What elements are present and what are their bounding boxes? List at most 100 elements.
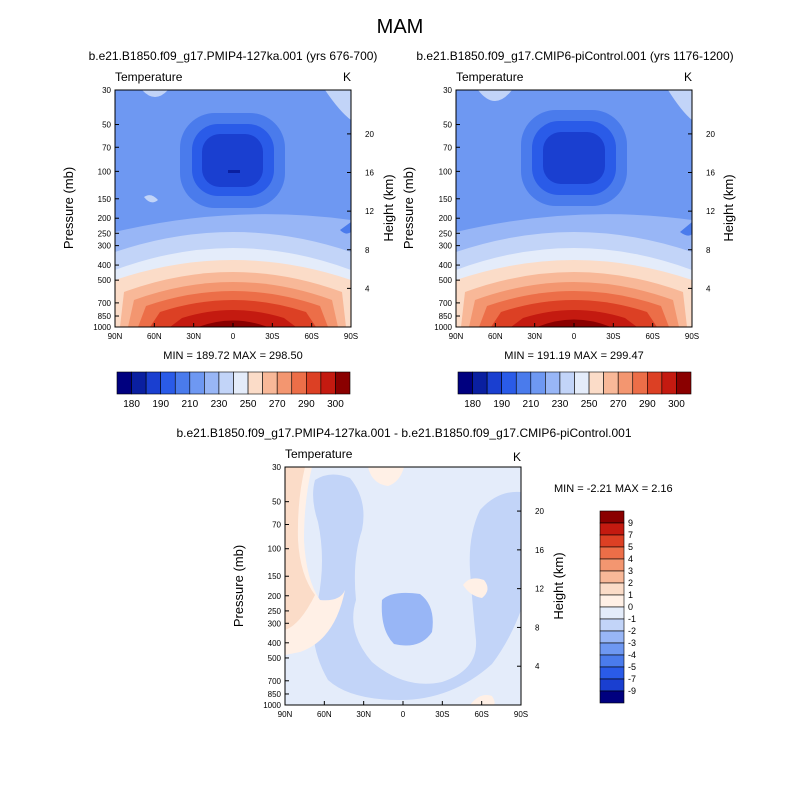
y-tick-label: 700 [439, 299, 453, 308]
colorbar-swatch [530, 371, 546, 395]
x-tick-label: 90N [449, 332, 464, 341]
colorbar-label: 0 [628, 602, 633, 612]
colorbar-label: -4 [628, 650, 636, 660]
y2-tick-label: 8 [706, 246, 711, 255]
x-tick-label: 90S [344, 332, 358, 341]
y-tick-label: 1000 [263, 701, 281, 710]
panel-1-colorbar: 180 190 210 230 250 270 290 300 [116, 371, 351, 410]
colorbar-swatch [320, 371, 336, 395]
y-tick-label: 150 [98, 195, 112, 204]
colorbar-label: 270 [269, 399, 286, 410]
y-tick-label: 250 [268, 607, 282, 616]
y-tick-label: 400 [268, 639, 282, 648]
panel-2-y2-axis: 20 16 12 8 4 [688, 130, 715, 293]
panel-2-left-label: Temperature [456, 70, 524, 84]
y-tick-label: 70 [443, 143, 452, 152]
panel-1-contour-field [115, 90, 351, 327]
panel-2-stats: MIN = 191.19 MAX = 299.47 [504, 350, 643, 362]
colorbar-label: 3 [628, 566, 633, 576]
panel-3-x-axis: 90N 60N 30N 0 30S 60S 90S [278, 701, 528, 719]
y-tick-label: 70 [102, 143, 111, 152]
panel-2-title: b.e21.B1850.f09_g17.CMIP6-piControl.001 … [416, 49, 733, 63]
x-tick-label: 30N [186, 332, 201, 341]
colorbar-swatch [472, 371, 488, 395]
y-tick-label: 1000 [434, 323, 452, 332]
y-tick-label: 250 [98, 229, 112, 238]
colorbar-swatch [574, 371, 590, 395]
colorbar-swatch [233, 371, 249, 395]
colorbar-swatch [486, 371, 502, 395]
x-tick-label: 60N [488, 332, 503, 341]
y2-tick-label: 8 [535, 623, 540, 632]
y-tick-label: 150 [439, 195, 453, 204]
x-tick-label: 60S [305, 332, 319, 341]
y-tick-label: 500 [439, 276, 453, 285]
colorbar-label: 180 [464, 399, 481, 410]
colorbar-label: -5 [628, 662, 636, 672]
panel-1-units-label: K [343, 70, 351, 84]
panel-2-y2label: Height (km) [721, 174, 736, 241]
panel-1: b.e21.B1850.f09_g17.PMIP4-127ka.001 (yrs… [61, 49, 396, 410]
panel-1-x-axis: 90N 60N 30N 0 30S 60S 90S [108, 323, 358, 341]
x-tick-label: 0 [231, 332, 236, 341]
y-tick-label: 250 [439, 229, 453, 238]
colorbar-swatch [599, 606, 625, 620]
colorbar-swatch [204, 371, 220, 395]
y-tick-label: 200 [439, 214, 453, 223]
colorbar-swatch [174, 371, 191, 395]
panel-3-y2-axis: 20 16 12 8 4 [517, 507, 544, 671]
panel-3-stats: MIN = -2.21 MAX = 2.16 [554, 483, 673, 495]
panel-2-colorbar: 180 190 210 230 250 270 290 300 [457, 371, 692, 410]
colorbar-swatch [599, 666, 625, 680]
colorbar-swatch [599, 510, 625, 524]
y-tick-label: 50 [272, 498, 281, 507]
panel-1-left-label: Temperature [115, 70, 183, 84]
panel-2-ylabel: Pressure (mb) [401, 167, 416, 249]
colorbar-swatch [262, 371, 278, 395]
y-tick-label: 1000 [93, 323, 111, 332]
colorbar-swatch [276, 371, 293, 395]
y2-tick-label: 4 [706, 284, 711, 293]
y2-tick-label: 16 [365, 169, 374, 178]
x-tick-label: 30S [265, 332, 279, 341]
y-tick-label: 400 [439, 261, 453, 270]
colorbar-swatch [306, 371, 322, 395]
y2-tick-label: 8 [365, 246, 370, 255]
colorbar-swatch [599, 594, 625, 608]
y2-tick-label: 16 [706, 169, 715, 178]
y2-tick-label: 4 [365, 284, 370, 293]
x-tick-label: 0 [572, 332, 577, 341]
x-tick-label: 30S [606, 332, 620, 341]
colorbar-swatch [457, 371, 473, 395]
y-tick-label: 850 [268, 690, 282, 699]
y2-tick-label: 20 [706, 130, 715, 139]
y2-tick-label: 12 [706, 207, 715, 216]
panel-1-y2-axis: 20 16 12 8 4 [347, 130, 374, 293]
colorbar-swatch [189, 371, 205, 395]
colorbar-swatch [599, 582, 625, 596]
panel-3-colorbar: 9 7 5 4 3 2 1 0 -1 -2 -3 -4 -5 -7 -9 [599, 510, 636, 704]
colorbar-label: 1 [628, 590, 633, 600]
colorbar-swatch [160, 371, 176, 395]
colorbar-swatch [599, 522, 625, 536]
colorbar-label: 250 [581, 399, 598, 410]
x-tick-label: 0 [401, 710, 406, 719]
panel-3: b.e21.B1850.f09_g17.PMIP4-127ka.001 - b.… [177, 426, 673, 719]
panel-3-y2label: Height (km) [551, 552, 566, 619]
y-tick-label: 850 [439, 312, 453, 321]
x-tick-label: 30N [527, 332, 542, 341]
y-tick-label: 30 [272, 463, 281, 472]
panel-2-contour-field [456, 90, 692, 327]
x-tick-label: 90N [108, 332, 123, 341]
panel-2-x-axis: 90N 60N 30N 0 30S 60S 90S [449, 323, 699, 341]
x-tick-label: 30N [356, 710, 371, 719]
panel-1-stats: MIN = 189.72 MAX = 298.50 [163, 350, 302, 362]
colorbar-label: -2 [628, 626, 636, 636]
panel-3-units-label: K [513, 450, 521, 464]
colorbar-label: 250 [240, 399, 257, 410]
y-tick-label: 850 [98, 312, 112, 321]
colorbar-label: -9 [628, 686, 636, 696]
x-tick-label: 30S [435, 710, 449, 719]
colorbar-label: 190 [493, 399, 510, 410]
